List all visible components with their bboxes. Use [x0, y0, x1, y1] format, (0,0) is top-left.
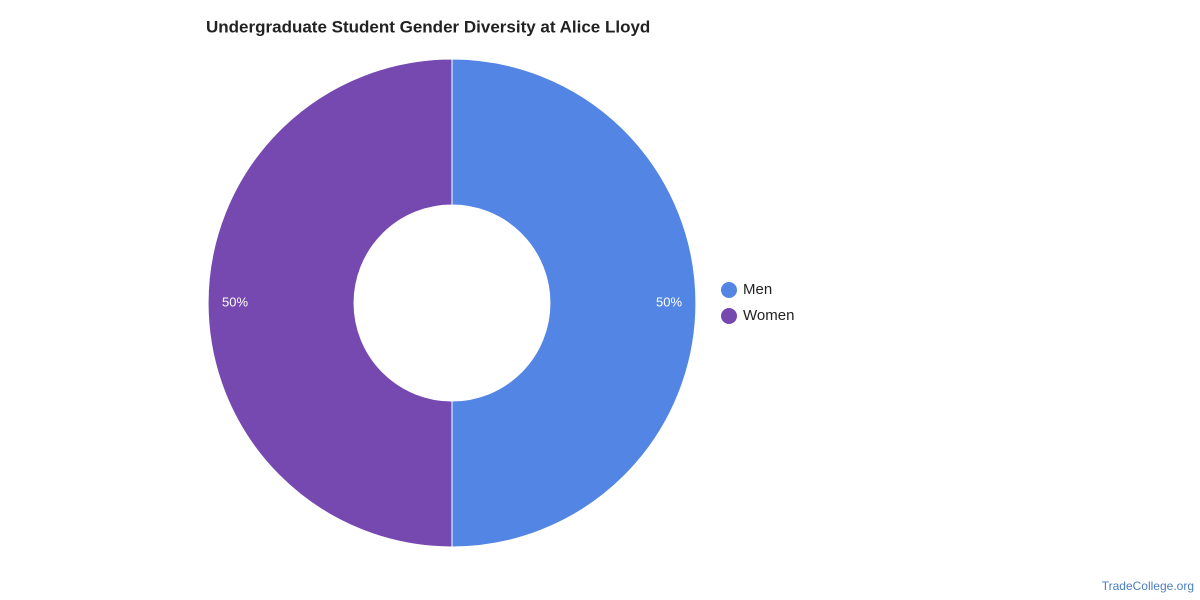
- slice: [451, 58, 697, 548]
- slice: [207, 58, 453, 548]
- legend-swatch: [721, 308, 737, 324]
- value-label: 50%: [656, 294, 682, 309]
- chart-title: Undergraduate Student Gender Diversity a…: [206, 17, 650, 36]
- legend-swatch: [721, 282, 737, 298]
- legend-label: Women: [743, 307, 794, 324]
- legend-label: Men: [743, 281, 772, 298]
- value-label: 50%: [222, 294, 248, 309]
- source[interactable]: TradeCollege.org: [1102, 579, 1194, 593]
